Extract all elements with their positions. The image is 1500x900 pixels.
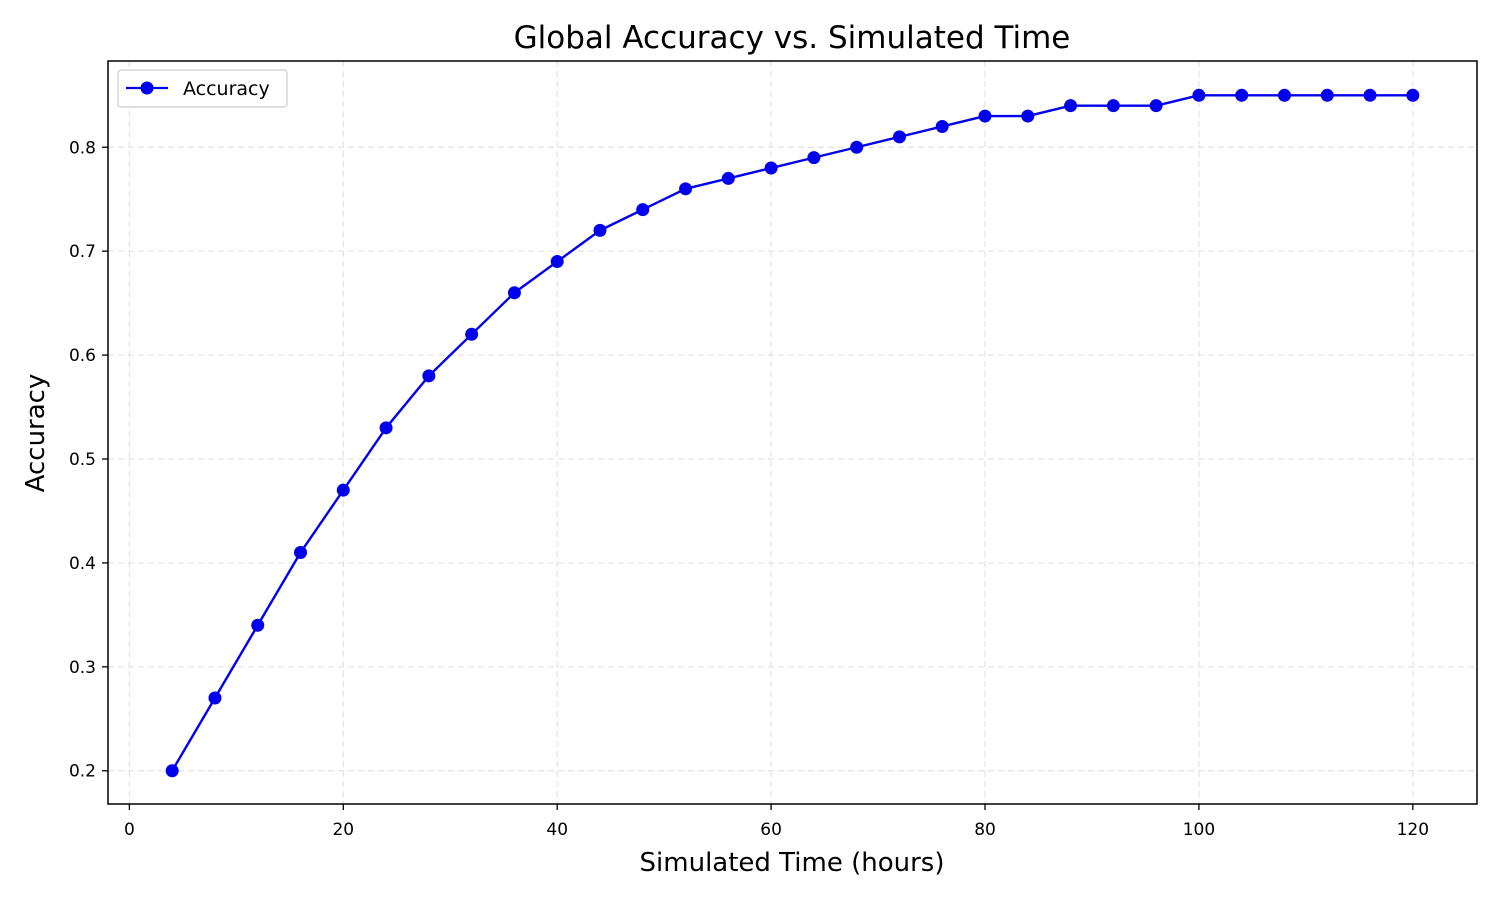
data-point <box>251 618 265 632</box>
legend-label: Accuracy <box>183 78 270 100</box>
data-point <box>1320 88 1334 102</box>
data-point <box>465 327 479 341</box>
y-axis-ticks: 0.2 0.3 0.4 0.5 0.6 0.7 0.8 <box>69 138 108 782</box>
series-layer <box>165 88 1420 778</box>
data-point <box>807 151 821 165</box>
data-point <box>208 691 222 705</box>
data-point <box>679 182 693 196</box>
data-point <box>1363 88 1377 102</box>
data-point <box>978 109 992 123</box>
data-point <box>422 369 436 383</box>
data-point <box>1277 88 1291 102</box>
series-line-accuracy <box>171 94 1413 772</box>
x-tick-label: 100 <box>1183 820 1215 840</box>
x-tick-label: 80 <box>974 820 996 840</box>
data-point <box>935 119 949 133</box>
data-point <box>1406 88 1420 102</box>
y-tick-label: 0.6 <box>69 346 96 366</box>
x-tick-label: 0 <box>124 820 135 840</box>
y-tick-label: 0.3 <box>69 658 96 678</box>
data-point <box>1064 99 1078 113</box>
data-point <box>165 764 179 778</box>
data-point <box>764 161 778 175</box>
grid-lines <box>108 61 1477 804</box>
y-tick-label: 0.2 <box>69 762 96 782</box>
x-tick-label: 60 <box>760 820 782 840</box>
chart-title: Global Accuracy vs. Simulated Time <box>514 20 1071 56</box>
data-point <box>1192 88 1206 102</box>
data-point <box>850 140 864 154</box>
data-point <box>294 546 308 560</box>
data-point <box>593 223 607 237</box>
legend-box <box>117 69 288 108</box>
legend: Accuracy <box>117 69 288 108</box>
data-point <box>336 483 350 497</box>
legend-marker-swatch <box>140 81 154 95</box>
x-tick-label: 120 <box>1397 820 1429 840</box>
data-point <box>636 203 650 217</box>
data-point <box>892 130 906 144</box>
data-point <box>379 421 393 435</box>
y-tick-label: 0.5 <box>69 450 96 470</box>
y-tick-label: 0.7 <box>69 242 96 262</box>
y-tick-label: 0.4 <box>69 554 96 574</box>
data-point <box>721 171 735 185</box>
data-point <box>1235 88 1249 102</box>
plot-frame <box>107 60 1478 805</box>
x-tick-label: 40 <box>546 820 568 840</box>
data-point <box>507 286 521 300</box>
data-point <box>550 255 564 269</box>
x-axis-ticks: 0 20 40 60 80 100 120 <box>124 804 1429 840</box>
data-point <box>1106 99 1120 113</box>
data-point <box>1149 99 1163 113</box>
x-tick-label: 20 <box>332 820 354 840</box>
y-axis-title: Accuracy <box>21 374 51 493</box>
y-tick-label: 0.8 <box>69 138 96 158</box>
x-axis-title: Simulated Time (hours) <box>640 848 945 878</box>
data-point <box>1021 109 1035 123</box>
